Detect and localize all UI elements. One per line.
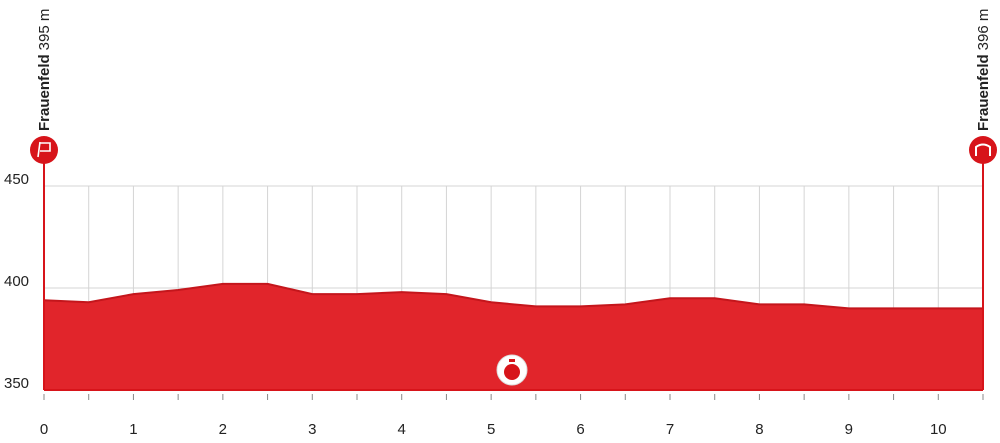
elevation-area bbox=[44, 283, 983, 390]
x-tick-label: 2 bbox=[219, 421, 227, 438]
place-name: Frauenfeld bbox=[36, 54, 53, 131]
x-tick-label: 4 bbox=[398, 421, 406, 438]
place-altitude: 395 m bbox=[36, 9, 53, 51]
x-tick-label: 10 bbox=[930, 421, 947, 438]
y-tick-label: 450 bbox=[4, 171, 29, 188]
icon-dial bbox=[504, 364, 520, 380]
place-label: Frauenfeld 396 m bbox=[975, 9, 992, 131]
y-tick-label: 400 bbox=[4, 273, 29, 290]
place-label: Frauenfeld 395 m bbox=[36, 9, 53, 131]
elevation-line bbox=[43, 282, 983, 310]
start-icon bbox=[30, 136, 58, 164]
x-tick-label: 6 bbox=[576, 421, 584, 438]
icon-button bbox=[509, 359, 515, 362]
x-tick-label: 3 bbox=[308, 421, 316, 438]
x-tick-label: 8 bbox=[755, 421, 763, 438]
finish-icon bbox=[969, 136, 997, 164]
x-tick-label: 1 bbox=[129, 421, 137, 438]
x-tick-label: 5 bbox=[487, 421, 495, 438]
x-tick-label: 0 bbox=[40, 421, 48, 438]
flag-icon bbox=[37, 141, 51, 158]
place-name: Frauenfeld bbox=[975, 54, 992, 131]
place-altitude: 396 m bbox=[975, 9, 992, 51]
finish-arch bbox=[975, 143, 991, 156]
x-tick-label: 7 bbox=[666, 421, 674, 438]
x-tick-label: 9 bbox=[845, 421, 853, 438]
time-check-icon bbox=[496, 354, 528, 386]
icons bbox=[30, 136, 997, 164]
y-tick-label: 350 bbox=[4, 375, 29, 392]
